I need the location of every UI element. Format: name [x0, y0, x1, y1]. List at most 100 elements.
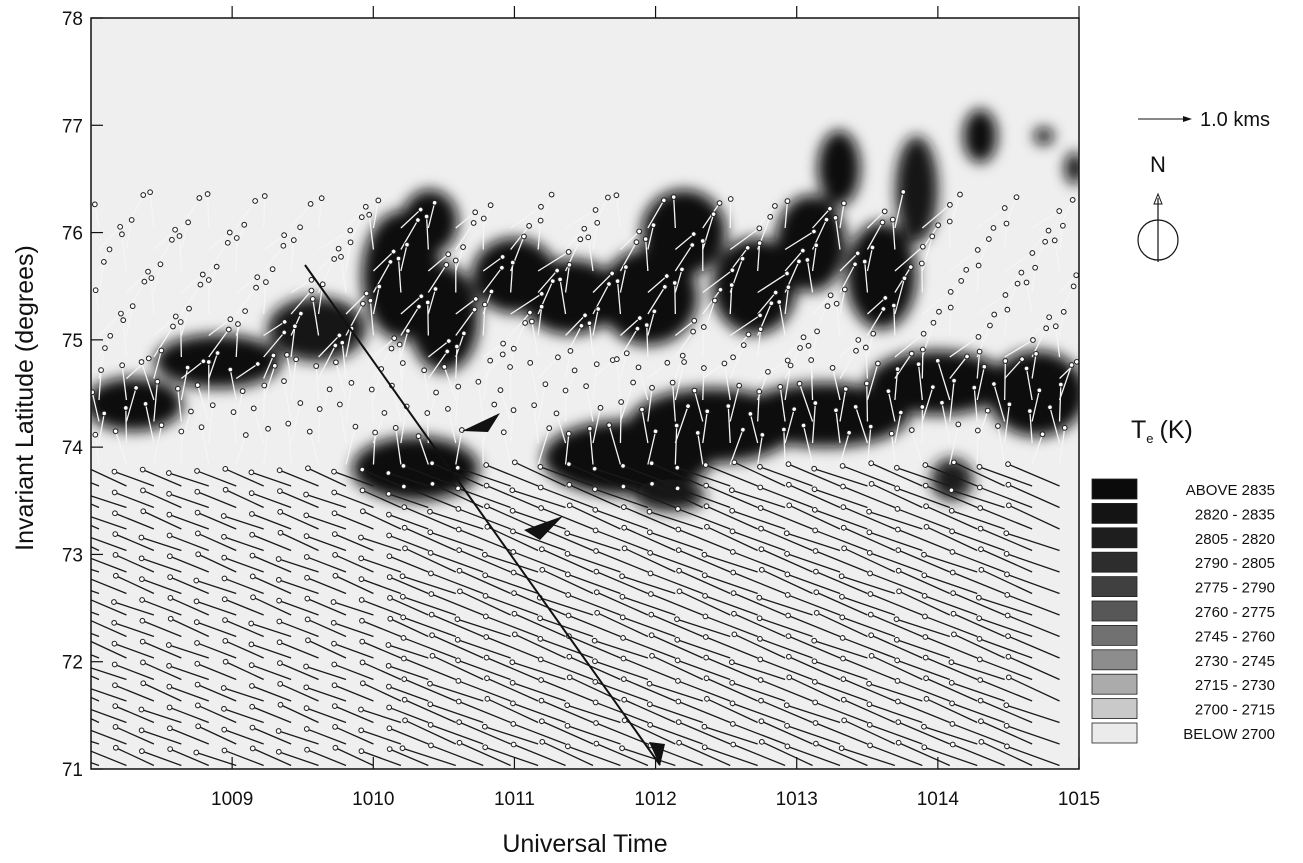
drift-vector [153, 236, 175, 272]
drift-vector [781, 426, 787, 465]
drift-vector [841, 545, 896, 573]
drift-vector [949, 549, 1005, 573]
drift-vector [122, 405, 129, 444]
drift-vector [949, 721, 1005, 745]
drift-vector [921, 723, 978, 745]
drift-vector [867, 591, 923, 616]
drift-vector [1004, 356, 1025, 379]
drift-vector [455, 657, 511, 681]
drift-vector [784, 284, 792, 315]
drift-vector [893, 464, 950, 487]
drift-vector [976, 225, 997, 250]
drift-vector [276, 618, 319, 638]
drift-vector [475, 378, 484, 422]
drift-vector [840, 483, 896, 509]
drift-vector [511, 610, 566, 638]
drift-vector [98, 223, 124, 250]
heat-blob [1064, 152, 1079, 185]
drift-vector [167, 615, 210, 638]
drift-vector [511, 590, 566, 616]
drift-vector [194, 640, 237, 659]
drift-vector [304, 616, 347, 638]
drift-vector [304, 746, 347, 767]
drift-vector [537, 354, 561, 379]
drift-vector [866, 244, 876, 272]
drift-vector [949, 353, 970, 379]
drift-vector [619, 350, 630, 379]
drift-vector [194, 382, 210, 422]
drift-vector [139, 638, 182, 659]
drift-vector [674, 242, 696, 272]
drift-vector [91, 688, 127, 702]
drift-vector [91, 389, 100, 422]
drift-vector [402, 545, 457, 573]
drift-vector [863, 380, 870, 422]
drift-vector [454, 636, 511, 659]
drift-vector [148, 275, 155, 315]
drift-vector [971, 384, 978, 422]
drift-vector [813, 740, 868, 767]
drift-vector [112, 510, 155, 530]
drift-vector [367, 297, 375, 336]
drift-vector [338, 253, 347, 293]
drift-vector [731, 631, 786, 659]
drift-vector [528, 318, 539, 358]
drift-vector [647, 428, 659, 465]
drift-vector [949, 421, 962, 465]
drift-vector [230, 409, 237, 444]
drift-vector [1005, 502, 1060, 530]
drift-vector [277, 681, 319, 702]
drift-vector [91, 465, 127, 487]
drift-vector [918, 260, 925, 293]
drift-vector [303, 684, 347, 702]
drift-vector [263, 352, 277, 379]
drift-vector [248, 490, 292, 509]
drift-vector [372, 248, 397, 272]
drift-vector [694, 430, 704, 465]
drift-vector [784, 550, 841, 573]
drift-vector [427, 261, 450, 293]
drift-vector [249, 724, 292, 745]
drift-vector [1003, 530, 1060, 552]
drift-vector [429, 460, 484, 487]
drift-vector [345, 239, 354, 272]
drift-vector [509, 659, 566, 681]
drift-vector [455, 220, 477, 250]
drift-vector [649, 652, 704, 681]
drift-vector [676, 739, 731, 767]
drift-vector [730, 569, 786, 595]
drift-vector [1004, 306, 1011, 336]
drift-vector [483, 654, 539, 681]
drift-vector [331, 489, 374, 509]
drift-vector [112, 531, 155, 552]
drift-vector [153, 313, 179, 336]
drift-vector [838, 573, 896, 595]
drift-vector [703, 482, 758, 509]
legend-range-label: BELOW 2700 [1183, 726, 1275, 743]
drift-vector [510, 528, 566, 552]
drift-vector [386, 683, 429, 702]
drift-vector [756, 594, 813, 616]
drift-vector [866, 721, 923, 745]
drift-vector [866, 306, 887, 336]
drift-vector [1059, 272, 1079, 293]
heat-blob [521, 259, 621, 335]
drift-vector [98, 345, 108, 379]
drift-vector [331, 640, 374, 659]
drift-vector [166, 725, 210, 745]
drift-vector [194, 488, 237, 509]
drift-vector [537, 381, 549, 422]
drift-vector [481, 301, 488, 336]
drift-vector [976, 615, 1033, 638]
drift-vector [387, 595, 429, 616]
drift-vector [861, 258, 869, 293]
drift-vector [592, 270, 615, 293]
y-axis: 71 72 73 74 75 76 77 78 [62, 9, 103, 781]
drift-vector [303, 663, 347, 681]
drift-vector [91, 637, 127, 659]
drift-vector [812, 699, 868, 724]
drift-vector [592, 219, 601, 250]
x-tick-label: 1013 [776, 789, 818, 810]
drift-vector [702, 286, 724, 315]
drift-vector [647, 273, 670, 293]
